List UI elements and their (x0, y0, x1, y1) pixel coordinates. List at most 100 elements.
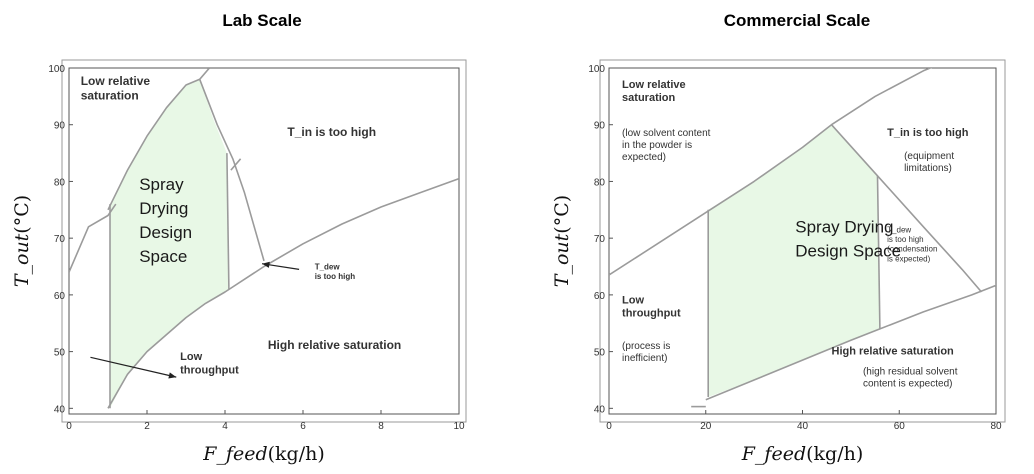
y-axis-label: T_out(°C) (11, 195, 33, 287)
y-tick-label: 50 (54, 348, 66, 359)
annotation-line: is too high (887, 235, 923, 244)
design-space-label-line: Spray (139, 175, 184, 194)
annotation-line: throughput (180, 364, 239, 376)
y-tick-label: 100 (48, 64, 65, 75)
annotation-text-2: High relative saturation (268, 338, 401, 352)
annotation-line: inefficient) (622, 353, 667, 364)
y-tick-label: 80 (54, 177, 66, 188)
y-axis-unit: (°C) (551, 195, 573, 234)
annotation-text-4: T_dew is too high (condensation is expected… (887, 225, 937, 263)
annotation-line: (low solvent content (622, 128, 711, 139)
x-tick-label: 8 (378, 421, 384, 432)
chart-frame (61, 59, 467, 423)
annotation-line: limitations) (904, 163, 952, 174)
chart-commercial-scale: Commercial Scale 0 20 40 60 80 40 50 60 70 80 90 100… (551, 11, 1006, 465)
x-tick-label: 0 (66, 421, 72, 432)
annotation-text-1: T_in is too high (287, 125, 376, 139)
annotation-text-2: T_in is too high (887, 127, 969, 139)
annotation-text-3: T_dew is too high (315, 262, 356, 281)
x-tick-label: 10 (453, 421, 465, 432)
boundary-curve-2 (107, 177, 459, 409)
annotation-line: (equipment (904, 151, 954, 162)
boundary-curve-4 (876, 175, 881, 329)
x-axis-label: F_feed(kg/h) (202, 443, 325, 465)
boundary-curve-3 (198, 79, 265, 262)
annotation-line: in the powder is (622, 140, 692, 151)
annotation-arrow-0 (90, 356, 177, 378)
annotation-text-3: (equipment limitations) (904, 151, 954, 174)
annotation-line: T_dew (315, 262, 341, 271)
design-space-label-line: Space (139, 247, 187, 266)
annotation-line: (high residual solvent (863, 366, 958, 377)
design-space-label-line: Spray Drying (795, 217, 893, 236)
x-tick-label: 6 (300, 421, 306, 432)
plot-area-border (68, 67, 460, 415)
y-axis-label: T_out(°C) (551, 195, 573, 287)
design-space-label-line: Design Space (795, 241, 901, 260)
y-tick-label: 70 (54, 234, 66, 245)
annotation-text-6: (process is inefficient) (622, 341, 670, 364)
chart-title: Lab Scale (222, 11, 301, 30)
annotation-arrowhead-0 (168, 372, 177, 379)
annotation-line: T_in is too high (287, 125, 376, 139)
annotation-line: High relative saturation (832, 345, 955, 357)
x-tick-label: 20 (700, 421, 712, 432)
x-tick-label: 4 (222, 421, 228, 432)
annotation-text-1: (low solvent content in the powder is expe… (622, 128, 711, 163)
annotation-line: expected) (622, 152, 666, 163)
annotation-line: saturation (81, 88, 139, 102)
annotation-line: throughput (622, 308, 681, 320)
annotation-line: Low relative (81, 74, 151, 88)
y-tick-label: 40 (54, 404, 66, 415)
x-tick-label: 60 (894, 421, 906, 432)
annotation-text-0: Low relative saturation (81, 74, 151, 102)
y-tick-label: 60 (54, 291, 66, 302)
plot-content (69, 68, 459, 409)
x-tick-label: 2 (144, 421, 150, 432)
x-axis-label: F_feed(kg/h) (741, 443, 864, 465)
annotation-text-7: High relative saturation (832, 345, 955, 357)
annotation-line: is expected) (887, 254, 930, 263)
boundary-curve-0 (69, 203, 117, 273)
annotation-line: High relative saturation (268, 338, 401, 352)
x-axis-unit: (kg/h) (268, 443, 325, 465)
design-space-region (708, 124, 880, 397)
annotation-line: (process is (622, 341, 670, 352)
annotation-line: saturation (622, 92, 675, 104)
boundary-curve-2 (830, 124, 983, 293)
annotation-text-4: Low throughput (180, 351, 239, 376)
y-tick-label: 70 (594, 234, 606, 245)
annotation-line: Low relative (622, 79, 686, 91)
chart-lab-scale: Lab Scale 0 2 4 6 8 10 40 50 60 70 80 90 100 F_feed(kg… (11, 11, 467, 465)
annotation-arrowhead-1 (262, 261, 270, 268)
annotation-line: Low (180, 351, 202, 363)
x-axis-unit: (kg/h) (806, 443, 863, 465)
design-space-label-line: Design (139, 223, 192, 242)
x-tick-label: 80 (990, 421, 1002, 432)
chart-title: Commercial Scale (724, 11, 870, 30)
y-tick-label: 60 (594, 291, 606, 302)
annotation-text-5: Low throughput (622, 294, 681, 319)
boundary-curve-4 (230, 158, 242, 171)
y-axis-unit: (°C) (11, 195, 33, 234)
y-tick-label: 80 (594, 177, 606, 188)
boundary-curve-1 (705, 284, 996, 401)
y-tick-label: 40 (594, 404, 606, 415)
plot-content (609, 68, 996, 408)
y-tick-label: 90 (54, 121, 66, 132)
design-space-label-line: Drying (139, 199, 188, 218)
y-tick-label: 90 (594, 121, 606, 132)
boundary-curve-5 (226, 153, 230, 290)
annotation-line: (condensation (887, 245, 937, 254)
annotation-line: is too high (315, 272, 356, 281)
annotation-text-0: Low relative saturation (622, 79, 686, 104)
design-space-label: Spray Drying Design Space (139, 175, 192, 266)
annotation-line: Low (622, 294, 644, 306)
y-tick-label: 100 (588, 64, 605, 75)
annotation-text-8: (high residual solvent content is expecte… (863, 366, 958, 389)
y-tick-label: 50 (594, 348, 606, 359)
chart-frame (599, 59, 1006, 423)
boundary-curve-0 (609, 68, 933, 276)
x-tick-label: 0 (606, 421, 612, 432)
